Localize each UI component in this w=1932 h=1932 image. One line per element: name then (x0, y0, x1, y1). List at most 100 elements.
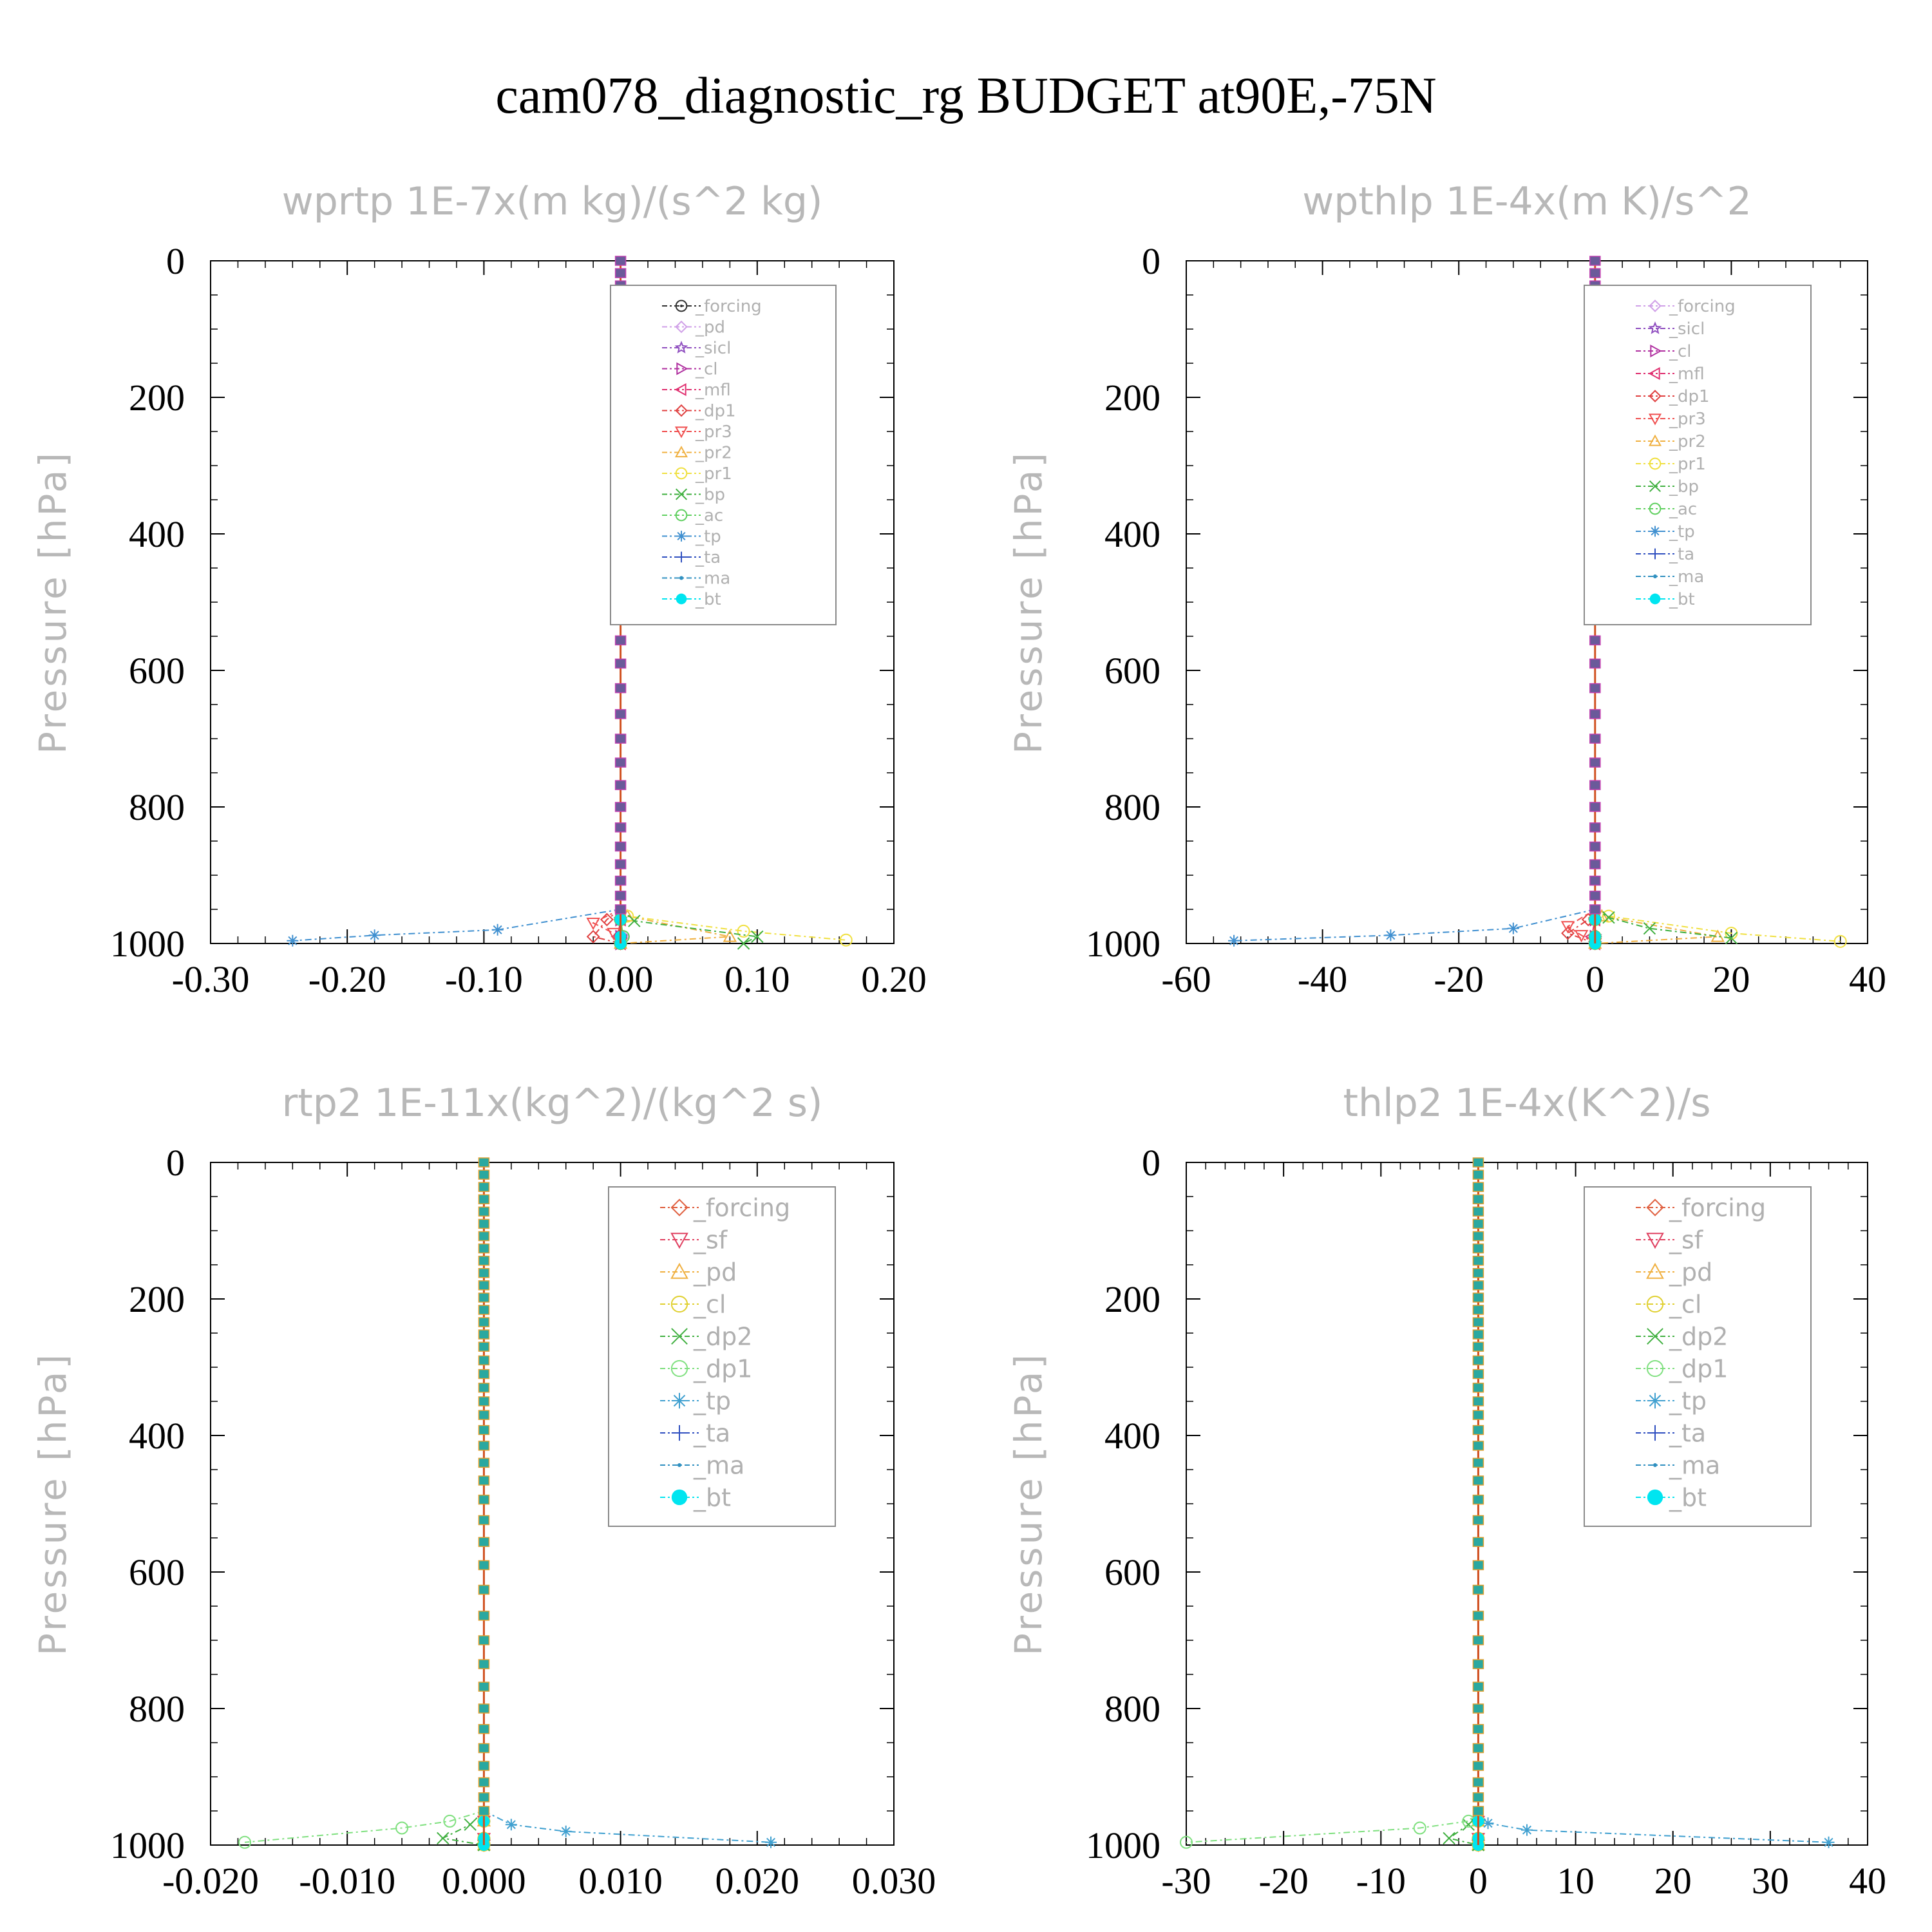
series-pr3-point (1560, 921, 1575, 934)
legend-marker (1649, 526, 1661, 537)
panel-title: rtp2 1E-11x(kg^2)/(kg^2 s) (282, 1081, 823, 1126)
y-tick-label: 0 (1142, 1142, 1160, 1184)
zero-profile-marker (478, 1243, 490, 1254)
series-pr3-point (1574, 930, 1589, 943)
zero-profile-marker (614, 891, 627, 901)
zero-profile-marker (1472, 1806, 1484, 1816)
y-tick-label: 1000 (110, 923, 185, 965)
legend-label: _ta (1669, 545, 1694, 564)
zero-profile-marker (1472, 1703, 1484, 1714)
y-tick-label: 600 (1104, 1551, 1160, 1593)
zero-profile-marker (478, 1703, 490, 1714)
series-tp-point (287, 934, 299, 947)
zero-profile-marker (1472, 1457, 1484, 1468)
zero-profile-marker (1472, 1293, 1484, 1303)
panel-1: wprtp 1E-7x(m kg)/(s^2 kg) Pressure [hPa]… (31, 179, 927, 1000)
y-tick-label: 200 (129, 377, 185, 419)
zero-profile-marker (478, 1515, 490, 1526)
zero-profile-marker (1472, 1425, 1484, 1435)
legend-marker (1650, 344, 1662, 358)
zero-profile-marker (1472, 1777, 1484, 1788)
legend-label: _ma (695, 569, 730, 589)
zero-profile-marker (478, 1441, 490, 1451)
legend-marker (670, 1262, 688, 1279)
legend-marker (675, 467, 688, 480)
y-tick-label: 600 (129, 650, 185, 692)
series-bp-point (1602, 911, 1615, 924)
zero-profile-marker (1472, 1267, 1484, 1278)
legend-label: _sicl (695, 339, 731, 358)
legend-label: _cl (693, 1290, 726, 1318)
legend-marker (1647, 1328, 1663, 1345)
zero-profile-marker (478, 1231, 490, 1242)
series-bp-line (1595, 909, 1732, 939)
legend-label: _forcing (1669, 1193, 1766, 1222)
zero-profile-marker (1589, 875, 1601, 886)
legend-label: _bt (695, 590, 721, 609)
series-dp1-point (1561, 926, 1575, 940)
zero-profile-marker (1589, 757, 1601, 768)
x-tick-label: -0.020 (162, 1860, 259, 1902)
series-dp2-line (440, 1810, 485, 1846)
x-tick-label: 0.000 (442, 1860, 526, 1902)
zero-profile-marker (614, 859, 627, 869)
zero-profile-marker (1589, 802, 1601, 812)
legend-label: _dp1 (695, 402, 736, 421)
series-pr1-line (620, 909, 846, 941)
series-bp-line (620, 909, 760, 944)
legend-marker (1647, 1425, 1663, 1441)
legend-marker (1653, 1463, 1657, 1467)
zero-profile-marker (1589, 859, 1601, 869)
zero-profile-marker (1589, 891, 1601, 901)
zero-profile-marker (1589, 635, 1601, 646)
zero-profile-marker (1589, 780, 1601, 790)
legend-label: _ac (695, 506, 723, 526)
legend-marker (1648, 321, 1662, 334)
legend-marker (674, 341, 688, 354)
series-bp-point (751, 930, 764, 943)
y-tick-label: 0 (166, 240, 185, 282)
zero-profile-marker (478, 1425, 490, 1435)
series-dp1-point (1413, 1821, 1426, 1835)
legend: _forcing _sicl _cl _mfl _dp1 _pr3 _pr2 _pr1 _bp _… (1584, 285, 1812, 625)
x-tick-label: -0.010 (299, 1860, 395, 1902)
zero-profile-marker (478, 1182, 490, 1192)
series-dp2-point (1462, 1818, 1475, 1831)
y-axis-label: Pressure [hPa] (31, 450, 75, 754)
zero-profile-marker (1472, 1635, 1484, 1645)
legend-marker (1648, 366, 1660, 381)
series-pr1-line (1595, 909, 1841, 942)
zero-profile-marker (1472, 1494, 1484, 1505)
panels: wprtp 1E-7x(m kg)/(s^2 kg) Pressure [hPa]… (31, 179, 1886, 1902)
legend-label: _pd (693, 1258, 737, 1286)
x-tick-label: -0.30 (172, 958, 250, 1000)
y-tick-label: 0 (166, 1142, 185, 1184)
x-tick-label: -20 (1258, 1860, 1308, 1902)
zero-profile-marker (1589, 268, 1601, 278)
panel-title: wpthlp 1E-4x(m K)/s^2 (1302, 179, 1752, 224)
legend-marker (1646, 1359, 1664, 1378)
legend-label: _ta (1669, 1419, 1706, 1447)
series-tp-point (1385, 929, 1397, 942)
legend-marker (1649, 548, 1661, 560)
zero-profile-marker (478, 1218, 490, 1229)
y-tick-label: 800 (129, 786, 185, 828)
zero-profile-marker (1472, 1792, 1484, 1803)
x-tick-label: 20 (1654, 1860, 1692, 1902)
legend-label: _dp1 (1669, 1354, 1728, 1383)
x-tick-label: 40 (1849, 1860, 1886, 1902)
legend-label: _forcing (1669, 297, 1736, 316)
zero-profile-marker (614, 875, 627, 886)
legend: _forcing _pd _sicl _cl _mfl _dp1_pr3 _pr2_pr1 _… (610, 285, 837, 625)
legend-marker (671, 1425, 688, 1441)
panel-title: wprtp 1E-7x(m kg)/(s^2 kg) (282, 179, 823, 224)
x-tick-label: 10 (1557, 1860, 1595, 1902)
series-dp2-line (1447, 1810, 1479, 1846)
legend-label: _dp2 (693, 1322, 752, 1350)
y-tick-label: 200 (129, 1278, 185, 1320)
panel-title: thlp2 1E-4x(K^2)/s (1343, 1081, 1710, 1126)
zero-profile-marker (1589, 841, 1601, 852)
legend-marker (670, 1295, 688, 1313)
zero-profile-marker (1472, 1329, 1484, 1340)
zero-profile-marker (478, 1305, 490, 1315)
